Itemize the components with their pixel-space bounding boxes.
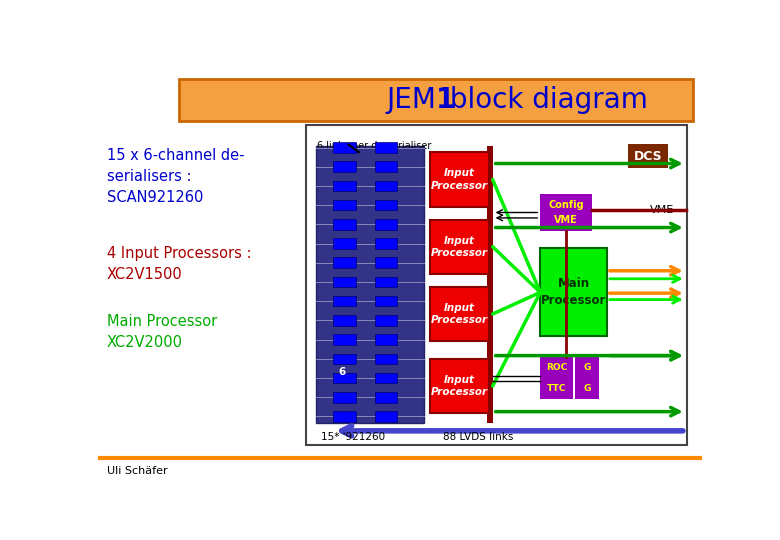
Text: VME: VME — [554, 215, 578, 225]
Text: Main Processor
XC2V2000: Main Processor XC2V2000 — [107, 314, 217, 350]
FancyBboxPatch shape — [333, 392, 356, 402]
FancyBboxPatch shape — [628, 144, 668, 168]
FancyBboxPatch shape — [333, 276, 356, 287]
Text: Input
Processor: Input Processor — [431, 303, 488, 325]
FancyBboxPatch shape — [333, 334, 356, 345]
Text: 15* '921260: 15* '921260 — [321, 432, 385, 442]
FancyBboxPatch shape — [430, 220, 489, 274]
FancyBboxPatch shape — [541, 248, 607, 336]
FancyBboxPatch shape — [374, 354, 398, 364]
Text: 15 x 6-channel de-
serialisers :
SCAN921260: 15 x 6-channel de- serialisers : SCAN921… — [107, 148, 244, 205]
FancyBboxPatch shape — [374, 315, 398, 326]
FancyBboxPatch shape — [575, 378, 599, 399]
FancyBboxPatch shape — [333, 373, 356, 383]
Text: DCS: DCS — [633, 150, 662, 163]
FancyBboxPatch shape — [430, 287, 489, 341]
FancyBboxPatch shape — [430, 359, 489, 413]
Text: 1: 1 — [436, 86, 456, 114]
FancyBboxPatch shape — [374, 373, 398, 383]
FancyBboxPatch shape — [333, 142, 356, 153]
Text: TTC: TTC — [547, 384, 566, 393]
FancyBboxPatch shape — [333, 411, 356, 422]
FancyBboxPatch shape — [306, 125, 687, 446]
FancyBboxPatch shape — [333, 354, 356, 364]
FancyBboxPatch shape — [374, 142, 398, 153]
Text: 6: 6 — [339, 367, 346, 376]
FancyBboxPatch shape — [374, 296, 398, 307]
FancyBboxPatch shape — [374, 258, 398, 268]
FancyBboxPatch shape — [541, 357, 573, 378]
Text: G: G — [583, 384, 590, 393]
Text: block diagram: block diagram — [441, 86, 647, 114]
FancyBboxPatch shape — [333, 238, 356, 249]
Text: Input
Processor: Input Processor — [431, 168, 488, 191]
FancyBboxPatch shape — [333, 315, 356, 326]
FancyBboxPatch shape — [541, 194, 592, 231]
Text: 4 Input Processors :
XC2V1500: 4 Input Processors : XC2V1500 — [107, 246, 251, 282]
FancyBboxPatch shape — [374, 276, 398, 287]
FancyBboxPatch shape — [316, 146, 424, 423]
FancyBboxPatch shape — [430, 152, 489, 207]
Text: VME: VME — [650, 205, 674, 215]
FancyBboxPatch shape — [374, 161, 398, 172]
FancyBboxPatch shape — [541, 378, 573, 399]
FancyBboxPatch shape — [333, 219, 356, 230]
Text: Main
Processor: Main Processor — [541, 278, 606, 307]
FancyBboxPatch shape — [333, 161, 356, 172]
FancyBboxPatch shape — [374, 200, 398, 211]
FancyBboxPatch shape — [179, 79, 693, 121]
Text: JEM: JEM — [386, 86, 436, 114]
Text: G: G — [583, 363, 590, 372]
Text: 88 LVDS links: 88 LVDS links — [443, 432, 513, 442]
Text: Uli Schäfer: Uli Schäfer — [107, 467, 167, 476]
FancyBboxPatch shape — [374, 238, 398, 249]
FancyBboxPatch shape — [333, 200, 356, 211]
Text: ROC: ROC — [546, 363, 567, 372]
Text: Input
Processor: Input Processor — [431, 235, 488, 258]
FancyBboxPatch shape — [374, 181, 398, 191]
FancyBboxPatch shape — [374, 334, 398, 345]
FancyBboxPatch shape — [575, 357, 599, 378]
Text: Config: Config — [548, 200, 583, 210]
FancyBboxPatch shape — [374, 219, 398, 230]
FancyBboxPatch shape — [333, 296, 356, 307]
FancyBboxPatch shape — [487, 146, 493, 423]
FancyBboxPatch shape — [374, 392, 398, 402]
Text: Input
Processor: Input Processor — [431, 375, 488, 397]
FancyBboxPatch shape — [333, 258, 356, 268]
FancyBboxPatch shape — [374, 411, 398, 422]
Text: 6 links per de-serialiser: 6 links per de-serialiser — [317, 141, 432, 151]
FancyBboxPatch shape — [333, 181, 356, 191]
